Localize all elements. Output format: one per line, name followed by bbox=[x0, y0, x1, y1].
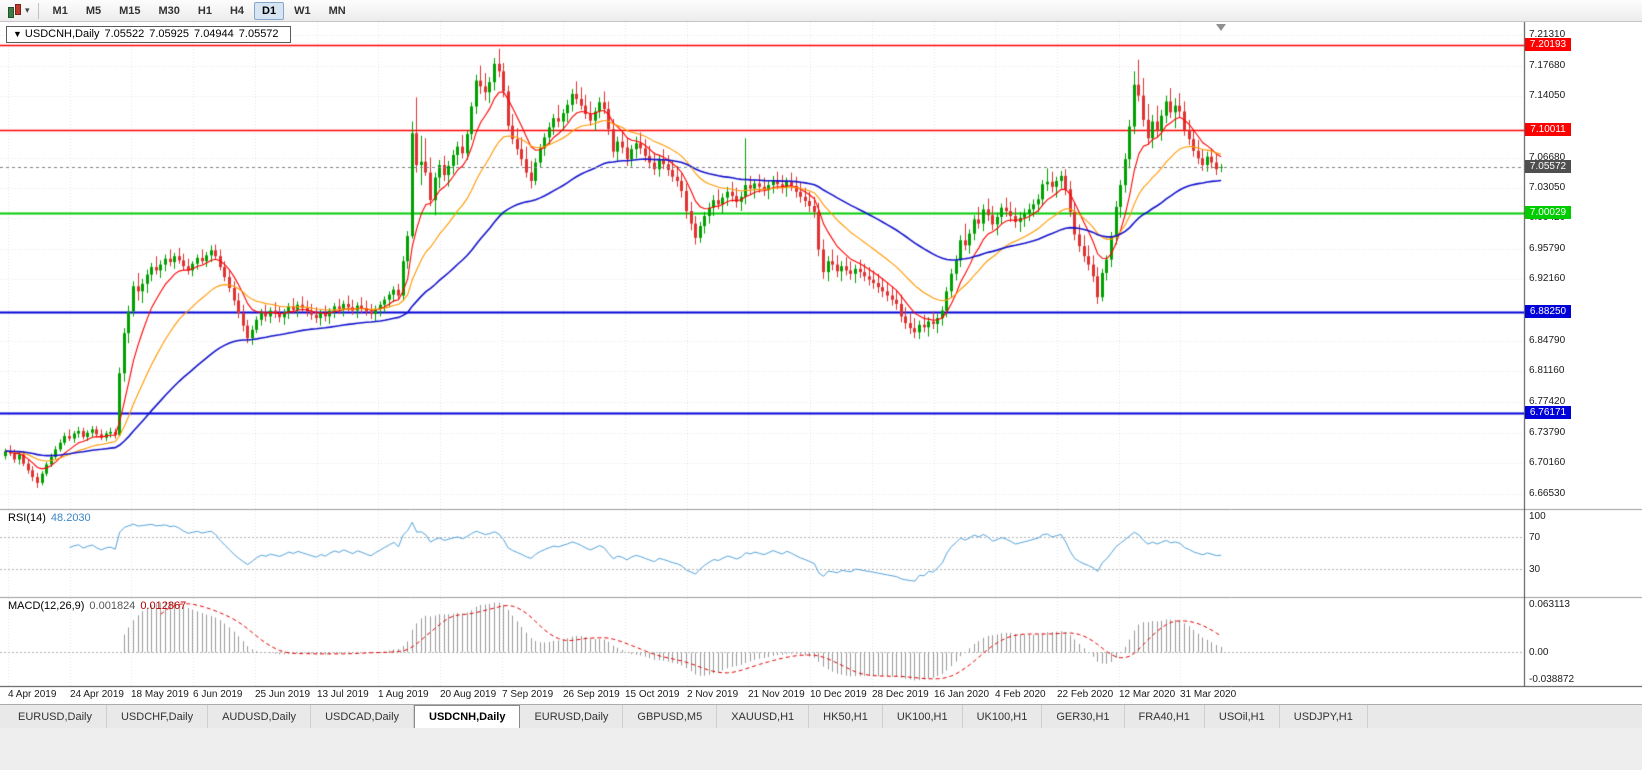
symbol-tab-fra40-h1[interactable]: FRA40,H1 bbox=[1125, 705, 1205, 728]
date-label: 4 Apr 2019 bbox=[8, 689, 57, 700]
date-label: 13 Jul 2019 bbox=[317, 689, 369, 700]
chart-canvas[interactable] bbox=[0, 22, 1642, 704]
rsi-axis-label: 70 bbox=[1529, 532, 1541, 543]
rsi-indicator-label: RSI(14) 48.2030 bbox=[8, 512, 96, 524]
rsi-name: RSI(14) bbox=[8, 512, 46, 524]
chart-high-value: 7.05925 bbox=[149, 28, 190, 40]
date-label: 7 Sep 2019 bbox=[502, 689, 554, 700]
macd-main-value: 0.001824 bbox=[89, 600, 136, 612]
price-axis-label: 6.92160 bbox=[1529, 273, 1566, 284]
price-level-badge: 6.76171 bbox=[1525, 406, 1571, 419]
chart-close-value: 7.05572 bbox=[238, 28, 279, 40]
symbol-tab-usdcad-daily[interactable]: USDCAD,Daily bbox=[311, 705, 415, 728]
panel-splitter-rsi-macd[interactable] bbox=[0, 596, 1642, 599]
symbol-tab-xauusd-h1[interactable]: XAUUSD,H1 bbox=[717, 705, 810, 728]
current-price-badge: 7.05572 bbox=[1525, 160, 1571, 173]
symbol-tab-eurusd-daily[interactable]: EURUSD,Daily bbox=[520, 705, 624, 728]
symbol-tab-usdjpy-h1[interactable]: USDJPY,H1 bbox=[1280, 705, 1368, 728]
symbol-tab-uk100-h1[interactable]: UK100,H1 bbox=[963, 705, 1043, 728]
timeframe-button-h1[interactable]: H1 bbox=[197, 4, 212, 17]
candlestick-glyph-down bbox=[15, 3, 21, 15]
price-level-badge: 7.20193 bbox=[1525, 38, 1571, 51]
price-axis-label: 6.70160 bbox=[1529, 457, 1566, 468]
macd-indicator-label: MACD(12,26,9) 0.001824 0.012867 bbox=[8, 600, 191, 612]
date-label: 25 Jun 2019 bbox=[255, 689, 311, 700]
price-axis-label: 6.77420 bbox=[1529, 396, 1566, 407]
chart-window: ▼ USDCNH,Daily 7.05522 7.05925 7.04944 7.0557… bbox=[0, 22, 1642, 704]
chart-type-icon[interactable] bbox=[5, 3, 23, 19]
window-footer bbox=[0, 728, 1642, 770]
timeframe-button-h4[interactable]: H4 bbox=[229, 4, 245, 17]
date-label: 10 Dec 2019 bbox=[810, 689, 867, 700]
chart-low-value: 7.04944 bbox=[194, 28, 234, 40]
date-label: 21 Nov 2019 bbox=[748, 689, 805, 700]
symbol-tab-audusd-daily[interactable]: AUDUSD,Daily bbox=[208, 705, 312, 728]
rsi-axis-label: 30 bbox=[1529, 564, 1541, 575]
date-label: 22 Feb 2020 bbox=[1057, 689, 1114, 700]
timeframe-button-w1[interactable]: W1 bbox=[294, 4, 311, 17]
date-label: 28 Dec 2019 bbox=[872, 689, 929, 700]
price-axis-label: 6.66530 bbox=[1529, 488, 1566, 499]
timeframe-button-mn[interactable]: MN bbox=[328, 4, 346, 17]
price-axis[interactable] bbox=[1524, 22, 1642, 686]
chart-shift-marker[interactable] bbox=[1216, 24, 1226, 31]
date-label: 12 Mar 2020 bbox=[1119, 689, 1176, 700]
price-axis-label: 6.95790 bbox=[1529, 243, 1566, 254]
symbol-tab-usoil-h1[interactable]: USOil,H1 bbox=[1205, 705, 1280, 728]
symbol-tab-ger30-h1[interactable]: GER30,H1 bbox=[1042, 705, 1125, 728]
collapse-icon: ▼ bbox=[13, 29, 22, 39]
price-level-badge: 6.88250 bbox=[1525, 305, 1571, 318]
timeframe-button-d1[interactable]: D1 bbox=[254, 1, 285, 20]
date-label: 24 Apr 2019 bbox=[70, 689, 124, 700]
macd-axis-label: 0.00 bbox=[1529, 647, 1549, 658]
price-axis-label: 6.81160 bbox=[1529, 365, 1565, 376]
date-label: 18 May 2019 bbox=[131, 689, 189, 700]
price-axis-label: 7.21310 bbox=[1529, 29, 1566, 40]
macd-axis-label: 0.063113 bbox=[1529, 599, 1570, 610]
timeframe-button-m1[interactable]: M1 bbox=[52, 4, 68, 17]
date-label: 4 Feb 2020 bbox=[995, 689, 1046, 700]
symbol-tab-gbpusd-m5[interactable]: GBPUSD,M5 bbox=[623, 705, 718, 728]
toolbar-separator bbox=[37, 2, 39, 19]
timeframe-button-m15[interactable]: M15 bbox=[119, 4, 141, 17]
rsi-axis-label: 100 bbox=[1529, 511, 1546, 522]
price-axis-label: 7.14050 bbox=[1529, 90, 1566, 101]
candlestick-glyph-up bbox=[8, 6, 14, 18]
symbol-tab-bar: EURUSD,Daily USDCHF,Daily AUDUSD,Daily USDC… bbox=[0, 704, 1642, 728]
price-axis-label: 7.06680 bbox=[1529, 152, 1566, 163]
price-level-badge: 7.10011 bbox=[1525, 123, 1571, 136]
date-label: 20 Aug 2019 bbox=[440, 689, 497, 700]
date-label: 15 Oct 2019 bbox=[625, 689, 680, 700]
chart-open-value: 7.05522 bbox=[104, 28, 145, 40]
rsi-value: 48.2030 bbox=[50, 512, 91, 524]
timeframe-button-m5[interactable]: M5 bbox=[85, 4, 102, 17]
date-label: 2 Nov 2019 bbox=[687, 689, 739, 700]
price-axis-label: 7.17680 bbox=[1529, 60, 1566, 71]
macd-name: MACD(12,26,9) bbox=[8, 600, 85, 612]
symbol-tab-usdchf-daily[interactable]: USDCHF,Daily bbox=[107, 705, 209, 728]
date-label: 16 Jan 2020 bbox=[934, 689, 990, 700]
macd-signal-value: 0.012867 bbox=[140, 600, 187, 612]
date-label: 26 Sep 2019 bbox=[563, 689, 620, 700]
chart-type-caret-icon[interactable]: ▾ bbox=[25, 5, 30, 15]
panel-splitter-main-rsi[interactable] bbox=[0, 508, 1642, 511]
date-label: 31 Mar 2020 bbox=[1180, 689, 1237, 700]
period-toolbar-buttons: M1 M5 M15 M30 H1 H4 D1 W1 MN bbox=[44, 1, 355, 20]
symbol-tab-hk50-h1[interactable]: HK50,H1 bbox=[809, 705, 883, 728]
symbol-tab-uk100-h1[interactable]: UK100,H1 bbox=[883, 705, 963, 728]
price-axis-label: 6.84790 bbox=[1529, 335, 1566, 346]
chart-symbol-period: USDCNH,Daily bbox=[24, 28, 100, 40]
timeframe-button-m30[interactable]: M30 bbox=[158, 4, 180, 17]
symbol-tab-eurusd-daily[interactable]: EURUSD,Daily bbox=[4, 705, 107, 728]
price-level-badge: 7.00029 bbox=[1525, 206, 1571, 219]
date-label: 1 Aug 2019 bbox=[378, 689, 429, 700]
price-axis-label: 6.73790 bbox=[1529, 427, 1566, 438]
price-axis-label: 7.03050 bbox=[1529, 182, 1566, 193]
chart-title-box: ▼ USDCNH,Daily 7.05522 7.05925 7.04944 7.0557… bbox=[6, 26, 291, 43]
symbol-tab-usdcnh-daily[interactable]: USDCNH,Daily bbox=[414, 705, 521, 728]
date-label: 6 Jun 2019 bbox=[193, 689, 243, 700]
period-toolbar: ▾ M1 M5 M15 M30 H1 H4 D1 W1 MN bbox=[0, 0, 1642, 22]
macd-axis-label: -0.038872 bbox=[1529, 674, 1575, 685]
